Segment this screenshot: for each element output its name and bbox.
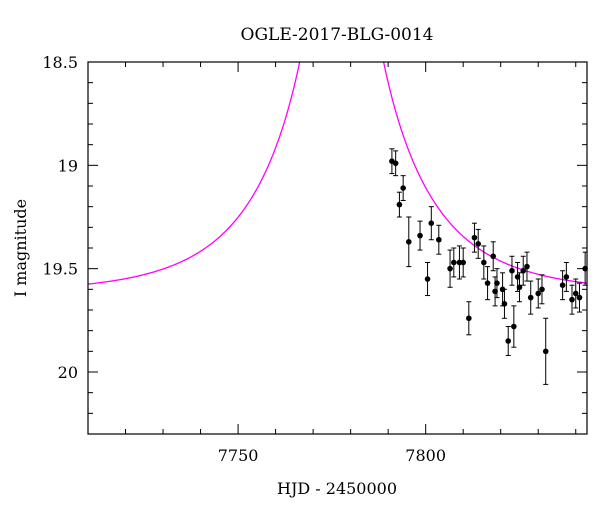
x-axis-label: HJD - 2450000 [277,479,397,498]
data-point [405,239,412,245]
x-tick-label: 7800 [405,446,446,465]
x-tick-label: 7750 [218,446,259,465]
data-point [392,160,399,167]
data-point [396,201,403,208]
data-point [572,290,579,297]
data-point [471,234,478,241]
data-point [475,241,481,247]
y-tick-label: 18.5 [42,53,78,72]
data-point [535,290,542,297]
y-tick-label: 19 [58,156,78,175]
data-point [509,267,515,274]
data-point [520,267,527,274]
data-point [400,185,406,191]
data-point [527,294,534,301]
data-point [451,259,457,266]
data-point [542,348,549,355]
data-point [563,274,570,280]
data-point [539,286,545,293]
data-point [494,280,500,286]
plot-area [88,62,588,385]
data-point [484,280,491,286]
tick-labels: 7750 7800 18.5 19 19.5 20 [42,53,446,465]
data-point [424,276,431,282]
plot-frame [87,61,588,435]
data-point [505,338,512,344]
data-point [559,282,566,289]
y-tick-label: 19.5 [42,260,78,279]
data-point [516,284,523,291]
data-point [447,265,453,272]
model-curve [88,62,587,285]
chart-title: OGLE-2017-BLG-0014 [241,25,434,45]
data-point [466,315,472,322]
data-point [569,296,575,303]
data-point [524,263,530,270]
data-point [490,253,497,260]
data-point [436,236,442,243]
y-axis-label: I magnitude [11,199,30,297]
data-point [576,294,583,301]
data-point [417,232,423,239]
data-point [428,220,435,226]
axis-ticks [88,61,587,435]
y-tick-label: 20 [58,363,78,382]
data-point [481,259,487,266]
data-point [460,259,466,266]
data-point [511,323,517,330]
data-point [501,301,508,307]
